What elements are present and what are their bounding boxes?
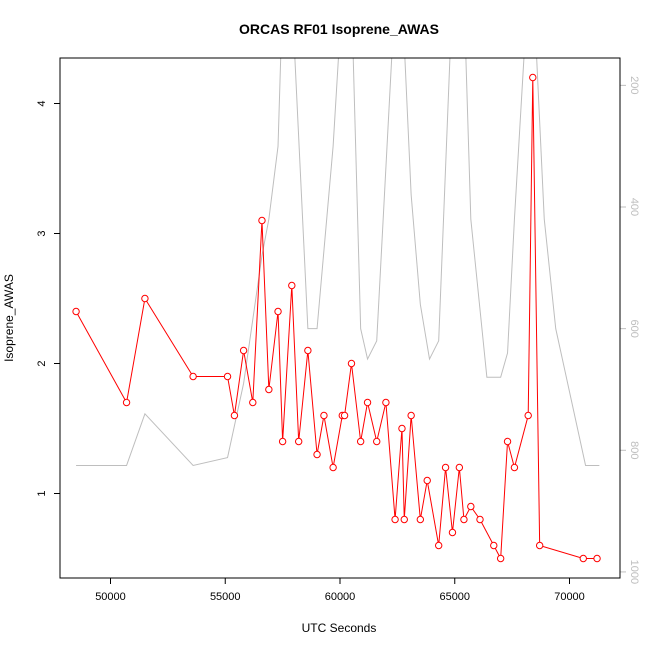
data-point <box>313 450 321 459</box>
right-axis-tick-label: 600 <box>628 319 640 337</box>
data-point <box>230 411 239 420</box>
x-axis-tick-label: 70000 <box>554 591 585 603</box>
data-point <box>434 541 443 550</box>
data-point <box>223 372 232 381</box>
data-point <box>72 307 80 316</box>
data-point <box>363 398 372 407</box>
data-point <box>320 411 328 420</box>
x-axis-tick-label: 50000 <box>95 591 126 603</box>
data-point <box>258 216 266 225</box>
data-point <box>400 515 408 524</box>
data-point <box>340 411 349 420</box>
data-point <box>398 424 406 433</box>
data-point <box>329 463 337 472</box>
data-point <box>304 346 312 355</box>
data-point <box>448 528 457 537</box>
chart-title: ORCAS RF01 Isoprene_AWAS <box>239 21 439 37</box>
right-axis-tick-label: 1000 <box>628 560 640 584</box>
y-axis-tick-label: 1 <box>36 490 48 496</box>
data-point <box>490 541 498 550</box>
data-point <box>476 515 484 524</box>
data-point <box>455 463 464 472</box>
data-point <box>593 554 601 563</box>
right-axis-tick-label: 400 <box>628 198 640 216</box>
x-axis-label: UTC Seconds <box>302 621 377 635</box>
data-point <box>294 437 303 446</box>
data-point <box>535 541 544 550</box>
data-point <box>503 437 512 446</box>
primary-series-layer <box>72 73 601 563</box>
y-axis-tick-label: 2 <box>36 360 48 366</box>
secondary-series-layer <box>76 58 600 467</box>
y-axis-label: Isoprene_AWAS <box>2 274 16 362</box>
data-point <box>278 437 287 446</box>
data-point <box>239 346 248 355</box>
x-axis-tick-label: 65000 <box>439 591 470 603</box>
data-point <box>274 307 282 316</box>
right-axis-tick-label: 800 <box>628 441 640 459</box>
data-point <box>529 73 537 82</box>
data-point <box>249 398 257 407</box>
data-point <box>265 385 273 394</box>
data-point <box>510 463 519 472</box>
data-point <box>122 398 131 407</box>
data-point <box>347 359 356 368</box>
data-point <box>579 554 587 563</box>
data-point <box>189 372 197 381</box>
y-axis-tick-label: 4 <box>36 100 48 106</box>
data-point <box>382 398 390 407</box>
data-point <box>391 515 399 524</box>
data-point <box>423 476 431 485</box>
data-point <box>407 411 415 420</box>
data-point <box>356 437 365 446</box>
x-axis-tick-label: 60000 <box>325 591 356 603</box>
data-point <box>288 281 296 290</box>
right-axis-tick-label: 200 <box>628 76 640 94</box>
data-point <box>373 437 381 446</box>
data-point <box>496 554 505 563</box>
secondary-series-line <box>76 58 600 467</box>
data-point <box>141 294 149 303</box>
data-point <box>467 502 475 511</box>
axes-layer: 200 400 600 800 1000 50000 55000 60000 65000 7000… <box>36 57 640 603</box>
y-axis-tick-label: 3 <box>36 230 48 236</box>
x-axis-tick-label: 55000 <box>210 591 241 603</box>
data-point <box>460 515 468 524</box>
data-point <box>524 411 532 420</box>
data-point <box>416 515 425 524</box>
data-point <box>441 463 450 472</box>
